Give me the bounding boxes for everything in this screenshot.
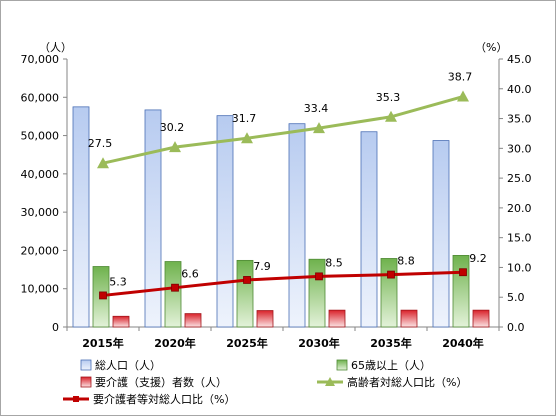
legend-label: 総人口（人）	[95, 358, 161, 372]
elderly-ratio-point	[313, 122, 325, 134]
elderly-ratio-point	[385, 110, 397, 122]
bar-care-recipients	[112, 315, 130, 328]
bar-total-population	[432, 140, 450, 328]
care-ratio-point	[171, 283, 179, 292]
bar-elderly-population	[236, 259, 254, 328]
right-tick-label: 25.0	[507, 172, 532, 185]
legend-item: 65歳以上（人）	[336, 359, 431, 372]
elderly-ratio-point	[241, 132, 253, 144]
right-tick-label: 35.0	[507, 113, 532, 126]
care-ratio-data-label: 8.8	[397, 255, 415, 268]
left-tick-label: 70,000	[21, 53, 60, 66]
right-tick-label: 10.0	[507, 261, 532, 274]
legend: 総人口（人） 65歳以上（人） 要介護（支援）者数（人） 高齢者対総人口比（%） 要介護…	[63, 358, 467, 406]
bar-elderly-population	[308, 258, 326, 328]
elderly-ratio-data-label: 35.3	[376, 91, 401, 104]
right-tick-label: 15.0	[507, 232, 532, 245]
right-tick-label: 45.0	[507, 53, 532, 66]
left-tick-label: 60,000	[21, 91, 60, 104]
care-ratio-data-label: 9.2	[469, 252, 487, 265]
legend-label: 要介護者等対総人口比（%）	[93, 392, 235, 406]
elderly-ratio-point	[97, 157, 109, 169]
care-ratio-line	[102, 270, 464, 297]
elderly-ratio-data-label: 30.2	[160, 121, 185, 134]
elderly-ratio-data-label: 27.5	[88, 137, 113, 150]
legend-label: 65歳以上（人）	[351, 359, 431, 372]
care-ratio-point	[315, 272, 323, 281]
care-ratio-point	[459, 268, 467, 277]
care-ratio-point	[387, 270, 395, 279]
left-tick-label: 20,000	[21, 244, 60, 257]
care-ratio-point	[99, 291, 107, 300]
bar-care-recipients	[328, 309, 346, 328]
legend-item: 要介護者等対総人口比（%）	[63, 392, 235, 406]
bar-total-population	[72, 106, 90, 328]
legend-item: 高齢者対総人口比（%）	[317, 375, 467, 389]
legend-marker	[73, 396, 79, 402]
elderly-ratio-data-label: 31.7	[232, 112, 257, 125]
right-tick-label: 20.0	[507, 202, 532, 215]
right-tick-label: 40.0	[507, 83, 532, 96]
care-ratio-data-label: 6.6	[181, 268, 199, 281]
legend-swatch	[80, 359, 92, 371]
left-tick-label: 50,000	[21, 130, 60, 143]
bar-care-recipients	[400, 309, 418, 328]
left-tick-label: 30,000	[21, 206, 60, 219]
bar-total-population	[360, 131, 378, 328]
plot-area: 0 10,000 20,000 30,000 40,000 50,000 60,000 70,…	[21, 53, 532, 350]
legend-label: 要介護（支援）者数（人）	[95, 375, 227, 389]
x-tick-label: 2015年	[82, 336, 124, 350]
legend-swatch	[80, 376, 92, 388]
bar-elderly-population	[164, 261, 182, 328]
x-tick-label: 2035年	[370, 336, 412, 350]
care-ratio-data-label: 8.5	[325, 256, 343, 269]
elderly-ratio-line	[102, 95, 464, 165]
right-tick-label: 30.0	[507, 142, 532, 155]
right-tick-label: 0.0	[507, 321, 525, 334]
x-tick-label: 2040年	[442, 336, 484, 350]
bar-care-recipients	[184, 313, 202, 328]
legend-swatch	[336, 359, 348, 371]
bar-total-population	[216, 115, 234, 328]
left-tick-label: 0	[52, 321, 59, 334]
care-ratio-data-label: 7.9	[253, 260, 271, 273]
bar-total-population	[288, 123, 306, 328]
bar-total-population	[144, 109, 162, 328]
bar-elderly-population	[452, 255, 470, 328]
elderly-ratio-data-label: 38.7	[448, 71, 473, 84]
elderly-ratio-data-label: 33.4	[304, 102, 329, 115]
right-tick-label: 5.0	[507, 291, 525, 304]
x-tick-label: 2025年	[226, 336, 268, 350]
bar-care-recipients	[256, 310, 274, 328]
left-axis-unit: （人）	[39, 41, 72, 54]
care-ratio-data-label: 5.3	[109, 275, 127, 288]
right-axis-unit: （%）	[475, 41, 507, 54]
x-tick-label: 2030年	[298, 336, 340, 350]
care-ratio-point	[243, 276, 251, 284]
x-tick-label: 2020年	[154, 336, 196, 350]
elderly-ratio-point	[169, 141, 181, 153]
elderly-ratio-point	[457, 90, 469, 102]
legend-marker	[325, 377, 335, 386]
left-tick-label: 10,000	[21, 283, 60, 296]
legend-item: 要介護（支援）者数（人）	[80, 375, 227, 389]
bar-care-recipients	[472, 309, 490, 328]
legend-label: 高齢者対総人口比（%）	[347, 375, 467, 389]
left-tick-label: 40,000	[21, 168, 60, 181]
bar-elderly-population	[380, 258, 398, 328]
legend-item: 総人口（人）	[80, 358, 161, 372]
